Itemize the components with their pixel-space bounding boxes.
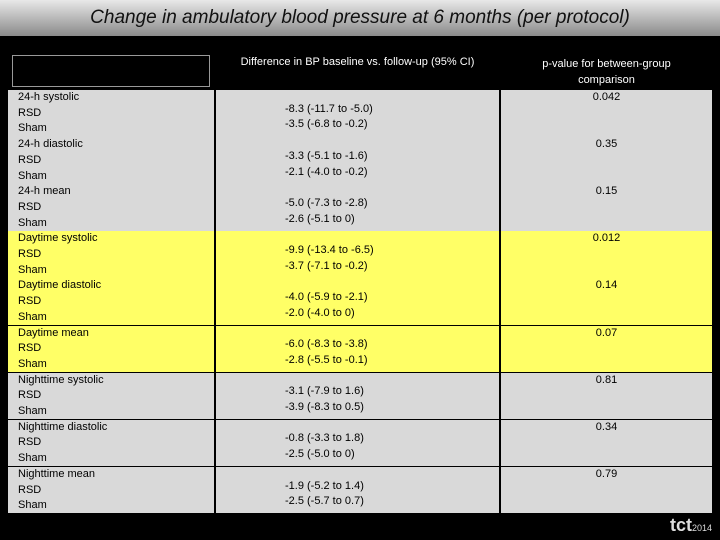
table-cell [501,231,712,278]
row-label: Sham [18,216,47,229]
p-value: 0.012 [592,232,621,245]
table-cell [501,372,712,420]
difference: -9.9 (-13.4 to -6.5) [285,244,374,256]
table-cell [216,90,499,137]
row-label: Sham [18,357,47,370]
table-cell [8,278,214,325]
table-cell [8,372,214,420]
row-label: RSD [18,436,42,449]
table-cell [8,231,214,278]
logo-text: tct [669,515,692,535]
table-cell [216,278,499,325]
p-value: 0.07 [595,326,618,339]
table-cell [8,90,214,137]
row-label: Sham [18,405,47,417]
row-label: RSD [18,295,42,308]
table-cell [8,184,214,231]
row-label: Daytime systolic [18,232,98,245]
difference: -3.1 (-7.9 to 1.6) [285,385,364,398]
table-cell [501,137,712,184]
difference: -2.1 (-4.0 to -0.2) [285,165,368,178]
table-cell [216,466,499,514]
row-label: Sham [18,499,47,512]
difference: -3.7 (-7.1 to -0.2) [285,259,368,272]
table-cell [501,90,712,137]
table-cell [501,466,712,514]
logo: tct2014 [670,515,712,536]
row-label: RSD [18,342,42,355]
p-value: 0.34 [595,420,618,433]
row-label: Sham [18,310,47,323]
difference: -5.0 (-7.3 to -2.8) [285,196,368,209]
table-cell [216,372,499,420]
row-label: Daytime diastolic [18,279,102,292]
row-label: 24-h systolic [18,91,80,103]
difference: -2.5 (-5.7 to 0.7) [285,495,364,508]
difference: -4.0 (-5.9 to -2.1) [285,291,368,304]
row-label: Nighttime mean [18,467,96,480]
difference: -2.0 (-4.0 to 0) [285,306,355,319]
table-cell [216,325,499,373]
table-cell [216,419,499,467]
table-cell [8,419,214,467]
difference: -1.9 (-5.2 to 1.4) [285,479,364,492]
row-label: RSD [18,248,42,260]
table-cell [501,278,712,325]
difference: -3.5 (-6.8 to -0.2) [285,118,368,131]
row-label: 24-h diastolic [18,138,83,151]
row-label: RSD [18,389,42,402]
p-value: 0.35 [595,138,618,151]
table-cell [501,325,712,373]
row-label: RSD [18,106,42,119]
difference: -2.6 (-5.1 to 0) [285,212,355,225]
difference: -0.8 (-3.3 to 1.8) [285,432,364,445]
difference: -3.3 (-5.1 to -1.6) [285,149,368,162]
row-label: Sham [18,263,47,276]
table-cell [501,419,712,467]
row-label: Nighttime systolic [18,373,104,386]
difference: -2.8 (-5.5 to -0.1) [285,353,368,366]
table-cell [216,137,499,184]
table-cell [501,184,712,231]
slide-title: Change in ambulatory blood pressure at 6… [0,0,720,36]
p-value: 0.81 [595,373,618,386]
logo-year: 2014 [691,523,712,533]
p-value: 0.042 [592,91,621,103]
table-cell [216,231,499,278]
difference: -8.3 (-11.7 to -5.0) [285,102,373,115]
table-cell [216,184,499,231]
table-cell [8,466,214,514]
row-label: Sham [18,169,47,182]
row-label: Sham [18,122,47,135]
row-label: Daytime mean [18,326,89,339]
row-label: RSD [18,153,42,166]
p-value: 0.14 [595,279,618,292]
difference: -2.5 (-5.0 to 0) [285,448,355,461]
difference: -3.9 (-8.3 to 0.5) [285,401,364,413]
p-value: 0.15 [595,185,618,198]
header-cell: Difference in BP baseline vs. follow-up … [240,56,475,68]
row-label: RSD [18,483,42,496]
table-cell [8,137,214,184]
p-value: 0.79 [595,467,618,480]
header-cell: p-value for between-group comparison [542,58,671,86]
row-label: Nighttime diastolic [18,420,108,433]
table-cell [8,325,214,373]
header-cell [12,55,210,87]
row-label: 24-h mean [18,185,71,198]
row-label: RSD [18,200,42,213]
difference: -6.0 (-8.3 to -3.8) [285,338,368,351]
row-label: Sham [18,452,47,465]
